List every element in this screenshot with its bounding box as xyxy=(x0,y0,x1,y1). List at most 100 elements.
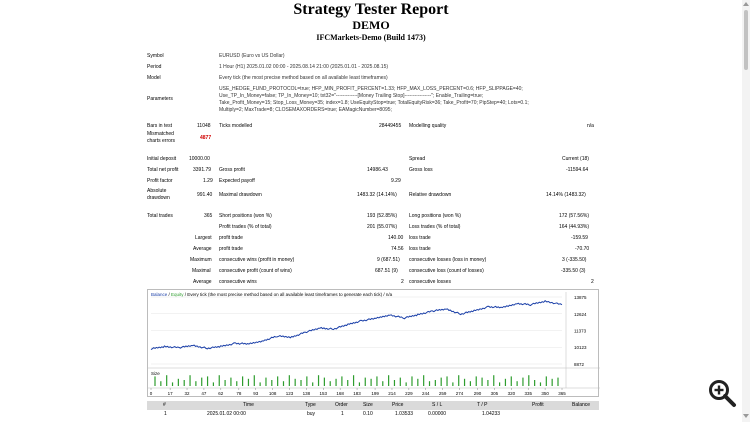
x-tick-label: 229 xyxy=(405,391,413,396)
zoom-in-button[interactable] xyxy=(707,378,737,408)
loss-trades-value: 164 (44.93%) xyxy=(559,224,590,230)
average-label: Average xyxy=(193,246,212,252)
largest-label: Largest xyxy=(195,235,212,241)
maximal-dd-value: 1483.32 (14.14%) xyxy=(357,192,397,198)
chart-caption-equity: Equity xyxy=(171,292,184,297)
average-loss-value: -70.70 xyxy=(575,246,590,252)
cell-size: 0.10 xyxy=(363,411,373,417)
x-tick-label: 274 xyxy=(456,391,464,396)
gross-profit-label: Gross profit xyxy=(219,167,245,173)
symbol-value: EURUSD (Euro vs US Dollar) xyxy=(219,53,285,59)
table-row: 1 2025.01.02 00:00 buy 1 0.10 1.03533 0.… xyxy=(147,410,599,419)
y-tick-label: 13875 xyxy=(574,295,587,300)
initial-deposit-label: Initial deposit xyxy=(147,156,177,162)
y-tick-label: 11373 xyxy=(574,329,587,334)
balance-chart: Balance / Equity / Every tick (the most … xyxy=(147,289,600,397)
zoom-in-icon xyxy=(709,380,736,407)
symbol-label: Symbol xyxy=(147,53,164,59)
col-header-size: Size xyxy=(363,402,373,408)
largest-profit-label: profit trade xyxy=(219,235,243,241)
x-tick-label: 199 xyxy=(371,391,379,396)
chart-caption-balance: Balance xyxy=(151,292,168,297)
bars-label: Bars in test xyxy=(147,123,173,129)
relative-dd-value: 14.14% (1483.32) xyxy=(546,192,586,198)
x-tick-label: 335 xyxy=(524,391,532,396)
x-tick-label: 244 xyxy=(422,391,430,396)
average-profit-value: 74.56 xyxy=(391,246,404,252)
largest-loss-value: -159.59 xyxy=(571,235,588,241)
x-tick-label: 0 xyxy=(150,391,153,396)
model-label: Model xyxy=(147,75,161,81)
x-tick-label: 123 xyxy=(286,391,294,396)
y-tick-label: 12624 xyxy=(574,312,587,317)
largest-profit-value: 140.00 xyxy=(388,235,404,241)
short-positions-label: Short positions (won %) xyxy=(219,213,272,219)
col-header-type: Type xyxy=(305,402,316,408)
gross-loss-value: -11594.64 xyxy=(566,167,589,173)
x-tick-label: 305 xyxy=(491,391,499,396)
quality-label: Modelling quality xyxy=(409,123,447,129)
col-header-tp: T / P xyxy=(477,402,488,408)
maximal-cons-loss-label: consecutive loss (count of losses) xyxy=(409,268,484,274)
max-cons-wins-label: consecutive wins (profit in money) xyxy=(219,257,295,263)
x-tick-label: 168 xyxy=(336,391,344,396)
total-trades-value: 365 xyxy=(204,213,213,219)
col-header-profit: Profit xyxy=(532,402,544,408)
x-tick-label: 214 xyxy=(388,391,396,396)
spread-label: Spread xyxy=(409,156,426,162)
x-tick-label: 62 xyxy=(218,391,224,396)
vertical-scrollbar[interactable] xyxy=(742,0,750,422)
net-profit-label: Total net profit xyxy=(147,167,179,173)
model-value: Every tick (the most precise method base… xyxy=(219,75,388,81)
maximal-cons-profit-value: 687.51 (9) xyxy=(375,268,398,274)
col-header-balance: Balance xyxy=(572,402,591,408)
report-title: Strategy Tester Report xyxy=(293,1,449,18)
ticks-value: 28449455 xyxy=(379,123,402,129)
size-label: Size xyxy=(151,371,160,376)
absolute-dd-label-1: Absolute xyxy=(147,188,167,194)
x-tick-label: 365 xyxy=(558,391,566,396)
maximal-dd-label: Maximal drawdown xyxy=(219,192,262,198)
cell-tp: 1.04233 xyxy=(482,411,501,417)
period-value: 1 Hour (H1) 2025.01.02 00:00 - 2025.08.1… xyxy=(219,64,389,70)
x-tick-label: 93 xyxy=(253,391,259,396)
x-tick-label: 320 xyxy=(508,391,516,396)
x-tick-label: 32 xyxy=(185,391,191,396)
maximal-cons-loss-value: -335.50 (3) xyxy=(561,268,586,274)
avg-cons-losses-value: 2 xyxy=(591,279,594,285)
average-profit-label: profit trade xyxy=(219,246,243,252)
mismatch-label-2: charts errors xyxy=(147,138,176,144)
gross-loss-label: Gross loss xyxy=(409,167,433,173)
scroll-thumb[interactable] xyxy=(744,10,748,70)
scroll-up-arrow-icon[interactable] xyxy=(743,2,749,6)
profit-factor-label: Profit factor xyxy=(147,178,173,184)
x-tick-label: 183 xyxy=(353,391,361,396)
chart-caption-rest: / Every tick (the most precise method ba… xyxy=(183,292,393,297)
avg-cons-label: Average xyxy=(193,279,212,285)
expected-payoff-value: 9.29 xyxy=(391,178,401,184)
period-label: Period xyxy=(147,64,162,70)
scroll-down-arrow-icon[interactable] xyxy=(743,414,749,418)
profit-trades-value: 201 (55.07%) xyxy=(367,224,398,230)
y-tick-label: 10123 xyxy=(574,345,587,350)
long-positions-value: 172 (57.56%) xyxy=(559,213,590,219)
avg-cons-wins-value: 2 xyxy=(401,279,404,285)
net-profit-value: 3391.79 xyxy=(193,167,212,173)
profit-factor-value: 1.29 xyxy=(203,178,213,184)
x-tick-label: 153 xyxy=(320,391,328,396)
parameters-line-2: Use_TP_In_Money=false; TP_In_Money=10; t… xyxy=(219,93,484,99)
relative-dd-label: Relative drawdown xyxy=(409,192,452,198)
parameters-label: Parameters xyxy=(147,96,173,102)
col-header-sl: S / L xyxy=(432,402,443,408)
report-subtitle: DEMO xyxy=(352,18,390,32)
loss-trades-label: Loss trades (% of total) xyxy=(409,224,461,230)
maximal-cons-profit-label: consecutive profit (count of wins) xyxy=(219,268,292,274)
x-tick-label: 47 xyxy=(201,391,207,396)
long-positions-label: Long positions (won %) xyxy=(409,213,461,219)
balance-series-line xyxy=(150,300,563,351)
cell-order: 1 xyxy=(341,411,344,417)
max-cons-losses-label: consecutive losses (loss in money) xyxy=(409,257,487,263)
maximal-label: Maximal xyxy=(192,268,211,274)
cell-number: 1 xyxy=(164,411,167,417)
absolute-dd-value: 991.40 xyxy=(197,192,213,198)
